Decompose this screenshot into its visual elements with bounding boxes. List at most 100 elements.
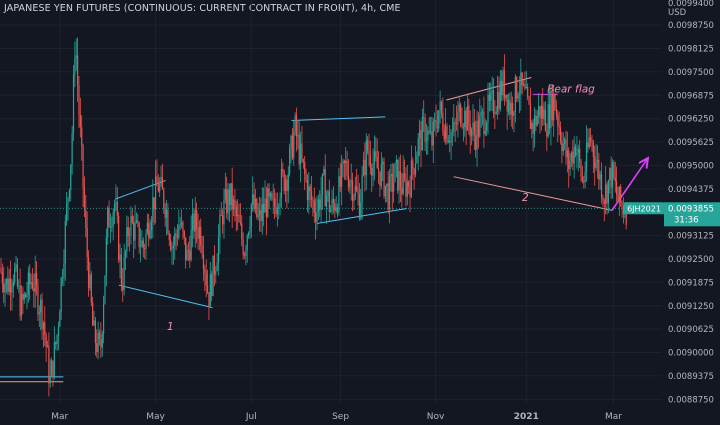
- candle-body: [310, 190, 313, 201]
- candle-body: [427, 130, 429, 141]
- candle-body: [226, 189, 228, 214]
- last-price-badge: [664, 202, 720, 227]
- candle-body: [59, 312, 61, 328]
- candle-body: [492, 90, 495, 114]
- candle-body: [442, 113, 444, 131]
- candle-body: [130, 216, 132, 235]
- candle-body: [189, 250, 191, 260]
- candle-body: [64, 221, 66, 264]
- y-tick-label: 0.0098750: [668, 21, 714, 31]
- candle-body: [135, 220, 138, 223]
- candle-body: [494, 113, 496, 114]
- candle-body: [342, 160, 344, 164]
- x-tick-label: Mar: [605, 412, 622, 422]
- candle-body: [525, 86, 527, 89]
- candle-body: [529, 104, 532, 129]
- candle-body: [202, 254, 205, 270]
- candle-body: [387, 183, 389, 210]
- candle-body: [274, 198, 276, 207]
- candle-body: [339, 176, 341, 187]
- candle-body: [44, 322, 46, 335]
- candle-body: [506, 94, 508, 112]
- candle-body: [72, 74, 75, 134]
- candle-body: [194, 209, 196, 232]
- candle-body: [52, 360, 54, 377]
- candle-body: [362, 159, 365, 176]
- candle-body: [42, 322, 45, 329]
- candle-body: [82, 145, 84, 189]
- candle-body: [565, 139, 567, 158]
- candle-body: [543, 109, 545, 119]
- candle-body: [55, 342, 57, 345]
- candle-body: [566, 150, 568, 158]
- candle-body: [282, 169, 284, 172]
- candle-body: [464, 110, 466, 128]
- candle-body: [613, 162, 615, 178]
- candle-body: [539, 106, 541, 118]
- candle-body: [297, 134, 299, 137]
- candle-body: [602, 197, 604, 201]
- candle-body: [524, 84, 526, 89]
- y-tick-label: 0.0099400: [668, 0, 714, 9]
- candle-body: [35, 272, 38, 286]
- candle-body: [462, 126, 464, 128]
- candle-body: [139, 246, 142, 248]
- candle-body: [224, 189, 226, 200]
- y-tick-label: 0.0095000: [668, 161, 714, 171]
- candle-body: [509, 100, 511, 115]
- candle-body: [93, 320, 95, 326]
- candle-body: [70, 164, 72, 190]
- candle-body: [204, 269, 206, 274]
- candle-body: [391, 174, 393, 192]
- candle-body: [574, 146, 577, 156]
- candle-body: [12, 282, 14, 288]
- candle-body: [201, 245, 203, 255]
- candle-body: [598, 159, 600, 180]
- x-tick-label: Sep: [332, 412, 349, 422]
- candle-body: [364, 159, 366, 176]
- candle-body: [294, 115, 296, 133]
- candle-body: [379, 171, 381, 186]
- candle-body: [49, 375, 51, 384]
- candle-body: [576, 153, 578, 156]
- candle-body: [510, 103, 512, 115]
- candle-body: [23, 294, 25, 300]
- candle-body: [256, 198, 258, 217]
- candle-body: [308, 186, 310, 201]
- candle-body: [186, 250, 188, 261]
- candle-body: [501, 81, 503, 96]
- candle-body: [258, 209, 261, 216]
- candle-body: [531, 122, 533, 129]
- candle-body: [618, 186, 620, 201]
- candle-body: [624, 213, 626, 215]
- candle-body: [517, 95, 519, 99]
- candle-body: [9, 278, 12, 293]
- candle-body: [570, 152, 573, 161]
- candle-body: [40, 299, 42, 313]
- candle-body: [92, 302, 94, 326]
- candle-body: [585, 142, 588, 173]
- candle-body: [536, 115, 538, 126]
- candle-body: [120, 254, 122, 286]
- candle-body: [219, 215, 221, 238]
- candle-body: [334, 203, 336, 212]
- candle-body: [475, 135, 477, 151]
- candle-body: [112, 212, 114, 227]
- candle-body: [540, 105, 542, 118]
- candle-body: [360, 202, 362, 219]
- candle-body: [172, 245, 174, 249]
- candle-body: [394, 163, 396, 182]
- candle-body: [111, 226, 113, 228]
- candle-body: [222, 215, 224, 225]
- candle-body: [609, 168, 611, 181]
- candle-body: [356, 186, 358, 191]
- candle-body: [316, 211, 318, 223]
- candle-body: [610, 168, 612, 188]
- candle-body: [398, 171, 400, 191]
- candle-body: [572, 152, 574, 164]
- candle-body: [170, 240, 172, 250]
- candle-body: [101, 333, 103, 348]
- candle-body: [429, 131, 432, 133]
- candle-body: [269, 193, 272, 197]
